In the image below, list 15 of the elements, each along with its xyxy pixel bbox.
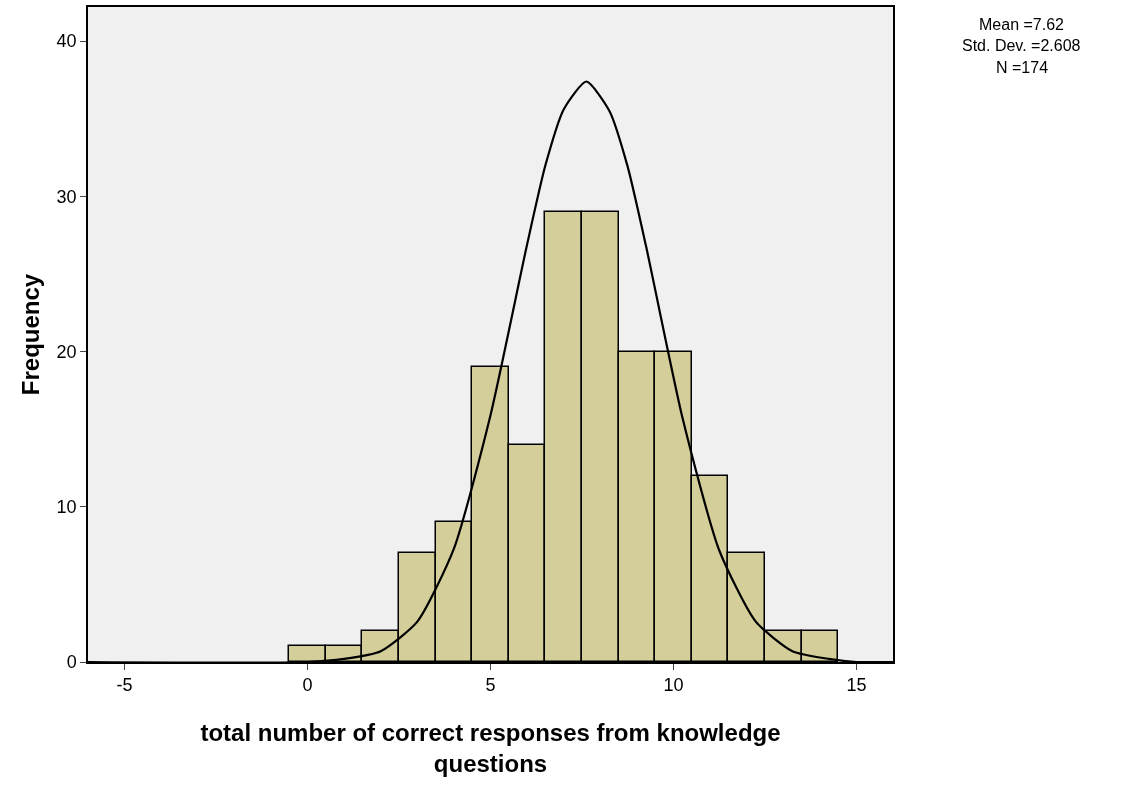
x-tick-label: 15 [846, 675, 867, 696]
y-axis-title: Frequency [17, 273, 45, 396]
x-tick-label: 5 [485, 675, 496, 696]
y-tick-label: 30 [56, 186, 77, 207]
x-tick-label: -5 [116, 675, 133, 696]
y-tick-label: 0 [66, 652, 77, 673]
text: Std. Dev. =2.608 [962, 37, 1081, 54]
y-tick-label: 40 [56, 31, 77, 52]
y-tick-label: 10 [56, 497, 77, 518]
text: N =174 [996, 59, 1049, 76]
x-tick-label: 10 [663, 675, 684, 696]
x-axis-title: total number of correct responses from knowledge questions [200, 719, 781, 778]
text: Mean =7.62 [979, 16, 1065, 33]
y-tick-label: 20 [56, 341, 77, 362]
x-tick-label: 0 [302, 675, 313, 696]
